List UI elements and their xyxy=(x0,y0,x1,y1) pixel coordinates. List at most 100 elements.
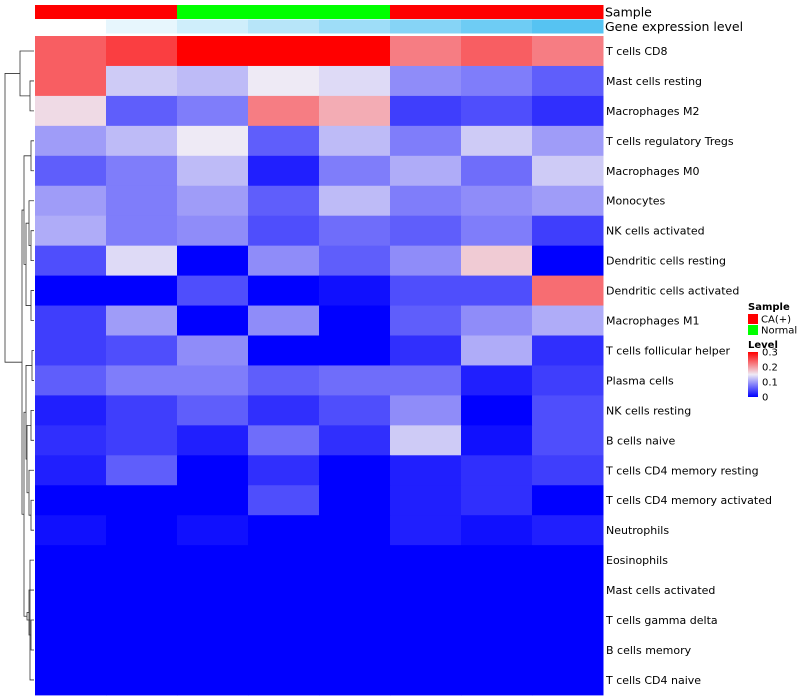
annotation-label-gene-expression: Gene expression level xyxy=(605,19,743,34)
heatmap-cell xyxy=(461,36,533,67)
heatmap-cell xyxy=(106,515,178,546)
heatmap-cell xyxy=(319,395,391,426)
heatmap-cell xyxy=(390,635,462,666)
heatmap-cell xyxy=(248,125,320,157)
heatmap-cell xyxy=(319,515,391,546)
heatmap-cell xyxy=(532,305,604,336)
heatmap-cell xyxy=(35,635,107,666)
heatmap-cell xyxy=(532,65,604,97)
heatmap-cell xyxy=(35,664,107,696)
annotation-cell-gene-expression xyxy=(319,19,391,34)
legend-swatch-normal xyxy=(748,325,758,335)
heatmap-cell xyxy=(106,335,178,366)
heatmap-cell xyxy=(319,36,391,67)
row-label: T cells CD4 memory activated xyxy=(605,494,772,507)
heatmap-cell xyxy=(35,185,107,217)
heatmap-cell xyxy=(248,395,320,426)
heatmap-cell xyxy=(461,575,533,606)
heatmap-cell xyxy=(319,245,391,277)
dendrogram-branch xyxy=(31,350,34,381)
heatmap-cell xyxy=(319,605,391,636)
heatmap-cell xyxy=(319,305,391,336)
heatmap-cell xyxy=(319,635,391,666)
heatmap-cell xyxy=(177,605,249,636)
legend-label-normal: Normal xyxy=(761,326,797,337)
row-label: Mast cells resting xyxy=(606,75,702,88)
heatmap-cell xyxy=(532,664,604,696)
heatmap-cell xyxy=(106,215,178,247)
heatmap-cell xyxy=(106,485,178,516)
dendrogram-branch xyxy=(23,411,27,617)
heatmap-cell xyxy=(106,185,178,217)
row-label: B cells naive xyxy=(606,434,675,447)
heatmap-cell xyxy=(248,575,320,606)
heatmap-cell xyxy=(35,455,107,486)
annotation-cell-sample xyxy=(390,5,462,19)
heatmap-cell xyxy=(390,605,462,636)
heatmap-cell xyxy=(35,155,107,187)
dendrogram-branch xyxy=(30,619,34,651)
annotation-label-sample: Sample xyxy=(605,5,652,20)
legend-level-tick-label: 0.1 xyxy=(762,378,778,389)
heatmap-cell xyxy=(106,575,178,606)
heatmap-cell xyxy=(461,215,533,247)
heatmap-cell xyxy=(248,605,320,636)
heatmap-cell xyxy=(35,575,107,606)
row-label: Macrophages M1 xyxy=(606,315,699,328)
heatmap-cell xyxy=(177,485,249,516)
heatmap-cell xyxy=(390,215,462,247)
heatmap-cell xyxy=(461,125,533,157)
heatmap-cell xyxy=(390,36,462,67)
heatmap-cell xyxy=(35,275,107,307)
annotation-cell-sample xyxy=(461,5,533,19)
legend-level-tick-label: 0 xyxy=(762,393,768,404)
heatmap-cell xyxy=(177,275,249,307)
heatmap-cell xyxy=(248,215,320,247)
heatmap-cell xyxy=(177,635,249,666)
heatmap-cell xyxy=(177,545,249,576)
heatmap-cell xyxy=(390,365,462,396)
heatmap-cell xyxy=(461,65,533,97)
heatmap-cell xyxy=(35,65,107,97)
heatmap-cell xyxy=(106,605,178,636)
annotation-cell-sample xyxy=(35,5,107,19)
heatmap-cell xyxy=(390,305,462,336)
row-label: T cells CD4 memory resting xyxy=(605,464,759,477)
heatmap-cell xyxy=(319,275,391,307)
heatmap-cell xyxy=(35,365,107,396)
heatmap-cell xyxy=(532,485,604,516)
heatmap-cell xyxy=(532,275,604,307)
heatmap-cell xyxy=(319,125,391,157)
heatmap-cell xyxy=(248,95,320,127)
heatmap-cell xyxy=(319,365,391,396)
heatmap-cell xyxy=(177,455,249,486)
heatmap-cell xyxy=(532,425,604,456)
legend-level-title: Level xyxy=(748,340,778,351)
row-label: B cells memory xyxy=(606,644,692,657)
heatmap-cell xyxy=(532,95,604,127)
heatmap-cell xyxy=(248,635,320,666)
heatmap-cell xyxy=(390,65,462,97)
dendrogram-branch xyxy=(25,222,31,306)
heatmap-cell xyxy=(248,545,320,576)
heatmap-cell xyxy=(319,95,391,127)
dendrogram-branch xyxy=(19,50,34,97)
heatmap-cell xyxy=(248,515,320,546)
heatmap-cell xyxy=(35,395,107,426)
heatmap-cell xyxy=(390,275,462,307)
legend: Sample CA(+) Normal Level 0.3 0.2 0.1 0 xyxy=(748,302,797,404)
row-label: NK cells activated xyxy=(606,225,705,238)
heatmap-cell xyxy=(390,455,462,486)
annotation-cell-gene-expression xyxy=(35,19,107,34)
heatmap-cell xyxy=(532,155,604,187)
heatmap-cell xyxy=(35,245,107,277)
annotation-cell-sample xyxy=(532,5,604,19)
heatmap-cell xyxy=(390,575,462,606)
row-label: Macrophages M0 xyxy=(606,165,699,178)
heatmap-cell xyxy=(35,36,107,67)
row-label: Eosinophils xyxy=(606,554,668,567)
heatmap-cell xyxy=(177,515,249,546)
heatmap-cell xyxy=(532,395,604,426)
heatmap-cell xyxy=(319,425,391,456)
row-label: Plasma cells xyxy=(606,374,674,387)
